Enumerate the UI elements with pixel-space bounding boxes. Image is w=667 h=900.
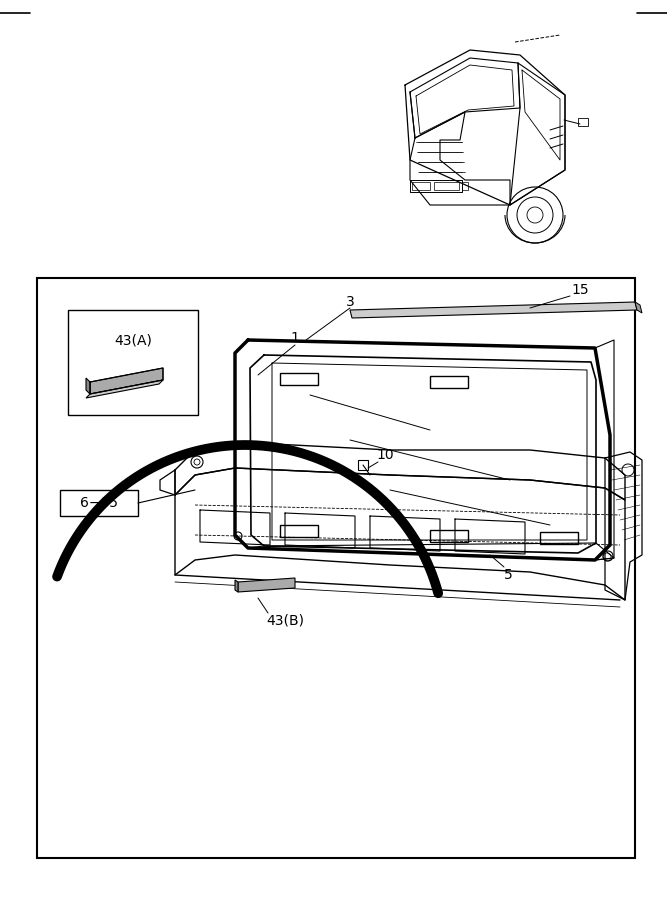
Polygon shape [235,580,238,592]
Bar [412,182,430,190]
Polygon shape [238,578,295,592]
Polygon shape [86,378,90,394]
Bar [280,373,318,385]
Text: 43(B): 43(B) [266,613,304,627]
Bar [358,460,368,470]
Polygon shape [350,302,637,318]
Bar [430,376,468,388]
Text: 1: 1 [291,331,299,345]
Text: 10: 10 [376,448,394,462]
Polygon shape [90,368,163,394]
Bar [37,278,635,858]
Bar [68,310,198,415]
Bar [430,530,468,542]
Bar [434,182,459,190]
Text: 5: 5 [504,568,512,582]
Polygon shape [86,380,163,398]
Text: 6−05: 6−05 [80,496,118,510]
Bar [280,525,318,537]
Bar [462,182,468,190]
Text: 15: 15 [571,283,589,297]
Text: 3: 3 [346,295,354,309]
Polygon shape [635,302,642,313]
Bar [540,532,578,544]
Bar [60,490,138,516]
Text: 43(A): 43(A) [114,333,152,347]
Bar [578,118,588,126]
